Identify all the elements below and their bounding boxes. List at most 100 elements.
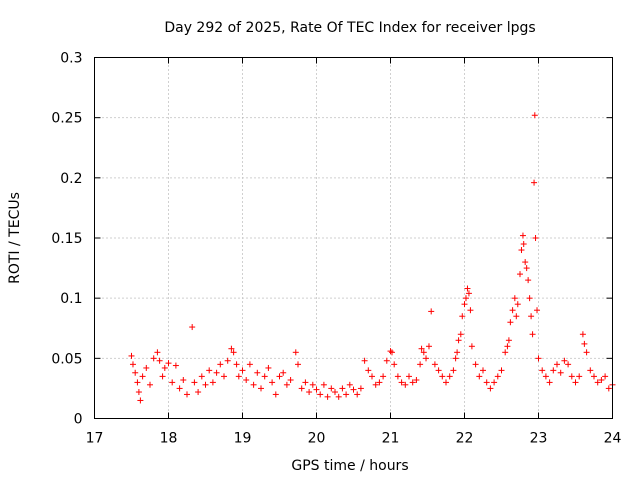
x-tick-label: 18 [160, 431, 178, 447]
data-point [494, 373, 501, 380]
data-point [343, 391, 350, 398]
data-point [576, 373, 583, 380]
data-point [528, 313, 535, 320]
data-point [287, 376, 294, 383]
x-tick-label: 17 [86, 431, 104, 447]
data-point [505, 337, 512, 344]
data-point [339, 385, 346, 392]
data-point [135, 389, 142, 396]
data-point [269, 379, 276, 386]
data-point [159, 373, 166, 380]
x-tick-label: 19 [234, 431, 252, 447]
data-point [391, 361, 398, 368]
data-point [529, 331, 536, 338]
data-point [522, 259, 529, 266]
x-axis-label: GPS time / hours [291, 458, 408, 474]
y-axis-label: ROTI / TECUs [7, 192, 23, 284]
data-point [605, 385, 612, 392]
data-point [502, 349, 509, 356]
data-point [550, 367, 557, 374]
data-point [191, 379, 198, 386]
data-point [568, 373, 575, 380]
data-point [557, 369, 564, 376]
data-point [523, 265, 530, 272]
data-point [420, 349, 427, 356]
data-point [228, 345, 235, 352]
data-point [317, 391, 324, 398]
data-point [591, 373, 597, 380]
data-point [520, 241, 527, 248]
data-point [583, 349, 590, 356]
data-point [394, 373, 401, 380]
data-point [413, 376, 420, 383]
data-point [230, 349, 237, 356]
data-point [518, 247, 525, 254]
data-point [224, 357, 231, 364]
data-point [132, 369, 139, 376]
data-point [134, 379, 141, 386]
data-point [581, 340, 588, 347]
data-point [542, 373, 549, 380]
y-tick-label: 0.1 [60, 291, 82, 307]
data-point [143, 364, 150, 371]
data-point [357, 385, 364, 392]
data-point [328, 385, 335, 392]
data-point [531, 179, 538, 186]
data-point [292, 349, 299, 356]
data-point [180, 376, 187, 383]
data-point [195, 389, 202, 396]
data-point [534, 307, 541, 314]
data-point [514, 301, 521, 308]
data-point [313, 386, 320, 393]
data-point [532, 235, 539, 241]
data-point [507, 319, 514, 326]
data-point [431, 361, 438, 368]
data-point [539, 367, 546, 374]
data-point [184, 391, 190, 398]
data-point [476, 373, 483, 380]
data-point [261, 373, 268, 380]
data-point [298, 385, 305, 392]
data-point [491, 379, 498, 386]
data-point [283, 381, 290, 388]
data-point [383, 357, 390, 364]
data-point [546, 379, 553, 386]
data-point [418, 345, 425, 352]
data-point [209, 379, 216, 386]
data-point [454, 349, 461, 356]
data-point [172, 362, 179, 369]
chart-title: Day 292 of 2025, Rate Of TEC Index for r… [164, 20, 535, 36]
data-point [235, 373, 242, 380]
data-point [561, 357, 568, 364]
data-point [176, 385, 183, 392]
y-tick-label: 0.15 [51, 231, 82, 247]
data-point [439, 373, 446, 380]
data-point [409, 379, 416, 386]
data-point [461, 301, 468, 308]
axis-ticks: 17 18 19 20 21 22 23 24 0 0.05 0.1 0.15 0.2 0.25 0.3 [51, 51, 621, 447]
x-tick-label: 20 [308, 431, 326, 447]
y-tick-label: 0.25 [51, 111, 82, 127]
data-point [425, 343, 432, 350]
data-point [513, 313, 520, 320]
data-point [221, 373, 227, 380]
data-point [365, 367, 372, 374]
data-point [406, 373, 412, 380]
y-tick-label: 0.3 [60, 51, 82, 67]
data-point [598, 376, 605, 383]
data-point [572, 379, 579, 386]
data-point [295, 361, 301, 368]
data-point [265, 364, 272, 371]
x-tick-label: 22 [456, 431, 474, 447]
data-point [387, 348, 394, 355]
data-point [165, 360, 172, 367]
data-point [435, 367, 442, 374]
data-point [276, 373, 283, 380]
data-point [417, 361, 424, 368]
data-point [455, 337, 462, 344]
data-point [332, 389, 338, 396]
data-point [526, 295, 533, 302]
data-point [483, 379, 490, 386]
data-point [369, 373, 375, 380]
